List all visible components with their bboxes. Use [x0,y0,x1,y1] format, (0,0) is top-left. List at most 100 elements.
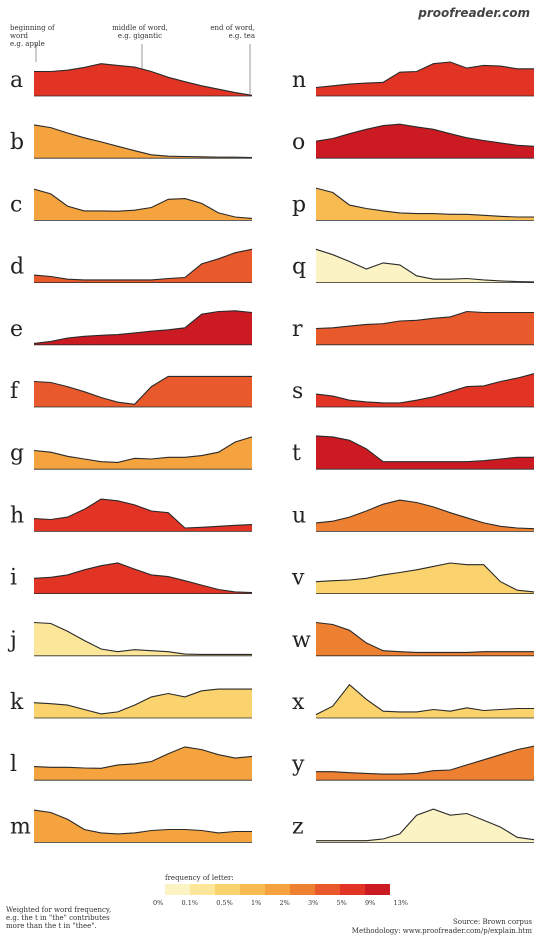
note-line: beginning of word [10,24,55,40]
legend-swatch [215,884,240,895]
area-e [34,310,252,345]
letter-label-k: k [10,690,24,715]
legend-tick-label: 0.5% [216,899,233,907]
legend-tick-label: 0.1% [181,899,199,907]
note-line: middle of word, [112,24,168,32]
letter-label-j: j [7,628,17,653]
letter-label-a: a [10,68,23,93]
letter-label-c: c [10,192,22,217]
letter-label-n: n [292,68,306,93]
area-f [34,376,252,407]
series-line-h [33,498,253,529]
area-p [316,188,534,221]
letter-label-m: m [10,814,31,839]
letter-chart-h: h [10,498,253,532]
letter-label-s: s [292,379,303,404]
area-w [316,622,534,656]
series-line-p [315,187,534,218]
letter-chart-v: v [291,562,535,594]
legend-tick-label: 9% [365,899,376,907]
series-line-b [33,124,253,159]
letter-label-f: f [10,379,20,404]
letter-chart-k: k [10,688,252,719]
area-t [316,435,534,470]
letter-chart-g: g [10,436,253,470]
area-s [316,373,534,407]
brand-label: proofreader.com [418,6,530,20]
note-line: e.g. gigantic [117,32,163,40]
legend-tick-label: 2% [279,899,290,907]
letter-label-h: h [10,503,24,528]
letter-chart-d: d [10,248,253,284]
source-label: Source: Brown corpus [452,918,532,926]
letter-label-i: i [10,566,17,591]
letter-label-l: l [10,752,17,777]
letter-chart-e: e [10,310,253,346]
letter-chart-p: p [292,187,534,221]
letter-label-z: z [292,814,304,839]
series-line-j [33,621,252,655]
letter-label-b: b [10,130,24,155]
letter-label-x: x [292,690,305,715]
letter-chart-s: s [292,373,535,408]
note-line: e.g. the t in "the" contributes [6,914,110,922]
series-line-n [315,61,534,89]
letter-label-u: u [292,503,306,528]
series-line-d [33,248,253,281]
note-line: end of word, [210,24,255,32]
legend-swatch [290,884,315,895]
letter-label-g: g [10,441,24,466]
letter-chart-u: u [292,499,535,532]
letter-chart-j: j [7,621,252,657]
series-line-q [315,248,535,283]
letter-label-t: t [292,441,301,466]
legend-swatch [265,884,290,895]
letter-label-y: y [291,752,305,777]
series-line-x [315,683,534,716]
series-line-i [33,562,253,594]
letter-chart-y: y [291,745,535,781]
series-line-c [33,188,253,219]
series-line-z [316,808,535,842]
legend-swatch [340,884,365,895]
letter-label-q: q [292,255,306,280]
legend-swatch [190,884,215,895]
letter-label-d: d [10,255,24,280]
area-d [34,249,252,283]
letter-chart-l: l [10,746,253,781]
note-line: more than the t in "thee". [6,922,97,930]
letter-chart-o: o [292,123,535,159]
series-line-t [315,435,534,463]
letter-chart-z: z [292,808,535,843]
legend-tick-label: 3% [307,899,319,907]
legend-tick-label: 13% [393,899,408,907]
area-j [34,622,252,656]
area-l [34,746,252,781]
area-m [34,810,252,843]
series-line-e [33,310,253,344]
area-c [34,189,252,221]
letter-chart-r: r [292,310,534,346]
legend-swatch [240,884,265,895]
note-middle-of-word: middle of word, e.g. gigantic [105,24,175,40]
note-line: e.g. tea [228,32,255,40]
legend-tick-label: 0% [153,899,164,907]
area-y [316,746,534,781]
letter-label-v: v [291,566,305,591]
series-line-g [33,436,253,463]
note-line: Weighted for word frequency, [6,906,112,914]
letter-chart-i: i [10,562,253,594]
series-line-a [34,63,253,96]
legend-color-bar [165,884,390,895]
series-line-m [33,809,252,835]
series-line-s [315,373,535,404]
legend-title: frequency of letter: [165,874,234,882]
series-line-f [33,375,252,405]
letter-chart-x: x [292,683,534,719]
methodology-label: Methodology: www.proofreader.com/p/expla… [351,927,532,935]
area-v [316,563,534,594]
letter-label-r: r [292,317,303,342]
area-z [316,809,534,843]
series-line-y [316,745,535,775]
legend-swatch [165,884,190,895]
